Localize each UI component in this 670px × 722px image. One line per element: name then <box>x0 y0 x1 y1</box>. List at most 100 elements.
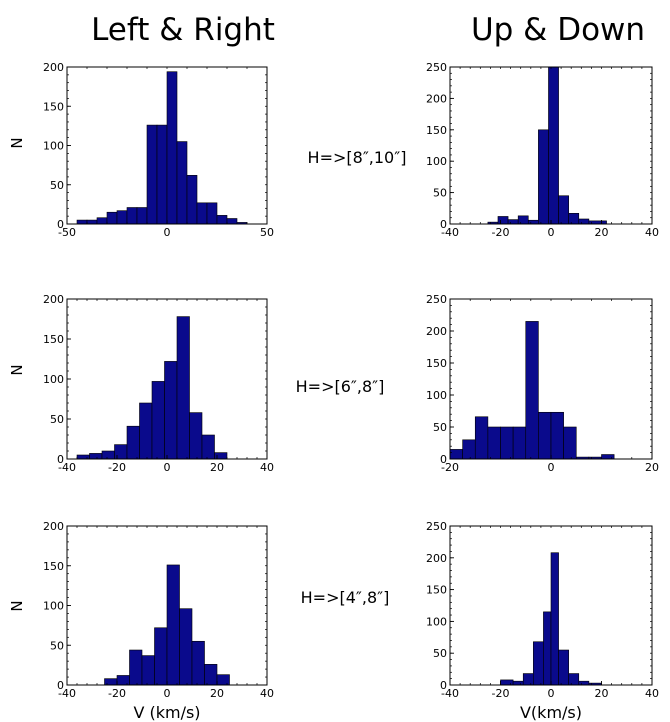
histogram-bar-3 <box>101 450 115 460</box>
histogram-bar-6 <box>139 402 153 460</box>
histogram-bar-8 <box>568 673 580 686</box>
histogram-bar-7 <box>136 207 148 225</box>
histogram-bar-1 <box>76 454 90 460</box>
y-tick-label: 50 <box>433 421 447 434</box>
histogram-bar-1 <box>449 449 463 460</box>
histogram-bar-16 <box>226 218 238 225</box>
row3-y-axis-label: N <box>8 600 26 611</box>
y-tick-label: 150 <box>43 333 64 346</box>
x-tick-label: 20 <box>210 687 224 700</box>
left-column-title: Left & Right <box>91 12 275 48</box>
y-tick-label: 100 <box>426 615 447 628</box>
histogram-bar-13 <box>196 202 208 225</box>
histogram-bar-9 <box>156 124 168 225</box>
x-tick-label: -20 <box>441 461 459 474</box>
x-tick-label: 20 <box>210 461 224 474</box>
histogram-bar-2 <box>512 680 524 686</box>
x-tick-label: 40 <box>645 226 659 239</box>
histogram-bar-1 <box>500 679 514 686</box>
histogram-panel-2: -40 -20 0 20 40 0 50 100 150 200 250 <box>426 61 659 239</box>
histogram-bar-5 <box>154 627 168 686</box>
y-tick-label: 200 <box>43 61 64 74</box>
histogram-bar-9 <box>568 213 580 225</box>
x-tick-label: 40 <box>260 687 274 700</box>
y-tick-label: 100 <box>43 140 64 153</box>
y-tick-label: 200 <box>426 552 447 565</box>
histogram-bar-10 <box>189 412 203 460</box>
histogram-bar-5 <box>116 210 128 225</box>
y-tick-label: 0 <box>440 218 447 231</box>
y-tick-label: 50 <box>50 413 64 426</box>
x-tick-label: 50 <box>260 226 274 239</box>
x-tick-label: 20 <box>595 687 609 700</box>
histogram-bar-4 <box>487 426 501 460</box>
histogram-bar-9 <box>204 664 218 686</box>
histogram-bar-8 <box>558 195 569 225</box>
right-x-axis-label: V(km/s) <box>520 703 582 722</box>
histogram-bar-7 <box>179 608 193 686</box>
row2-y-axis-label: N <box>8 364 26 375</box>
x-tick-label: -20 <box>108 687 126 700</box>
histogram-bar-1 <box>104 678 118 686</box>
x-tick-label: 0 <box>164 687 171 700</box>
y-tick-label: 150 <box>426 584 447 597</box>
histogram-bar-3 <box>507 219 519 225</box>
y-tick-label: 200 <box>426 92 447 105</box>
histogram-bar-7 <box>151 381 165 460</box>
x-tick-label: 0 <box>164 461 171 474</box>
x-tick-label: 0 <box>548 226 555 239</box>
histogram-bar-7 <box>558 649 569 686</box>
histogram-bar-10 <box>166 71 178 225</box>
histogram-bar-14 <box>206 202 218 225</box>
x-tick-label: -20 <box>492 687 510 700</box>
histogram-bar-2 <box>116 675 130 686</box>
histogram-bar-3 <box>522 673 534 686</box>
histogram-bar-7 <box>525 321 539 460</box>
histogram-bar-3 <box>129 649 143 686</box>
histogram-bar-5 <box>543 611 552 686</box>
histogram-bar-2 <box>462 439 476 460</box>
y-tick-label: 150 <box>43 560 64 573</box>
y-tick-label: 0 <box>440 679 447 692</box>
y-tick-label: 200 <box>43 520 64 533</box>
y-tick-label: 150 <box>43 100 64 113</box>
histogram-bar-9 <box>578 680 590 686</box>
histogram-bar-10 <box>216 674 230 686</box>
x-tick-label: -40 <box>441 687 459 700</box>
histogram-bar-15 <box>216 215 228 225</box>
histogram-panel-6: -40 -20 0 20 40 0 50 100 150 200 250 <box>426 520 659 700</box>
histogram-bar-10 <box>578 218 590 225</box>
y-tick-label: 50 <box>50 179 64 192</box>
y-tick-label: 0 <box>57 453 64 466</box>
histogram-bar-4 <box>141 655 155 686</box>
y-tick-label: 100 <box>43 600 64 613</box>
y-tick-label: 0 <box>57 679 64 692</box>
right-column-title: Up & Down <box>471 12 645 48</box>
x-tick-label: -50 <box>58 226 76 239</box>
histogram-bar-2 <box>89 453 103 460</box>
histogram-bar-5 <box>500 426 514 460</box>
x-tick-label: 20 <box>595 226 609 239</box>
x-tick-label: 40 <box>260 461 274 474</box>
x-tick-label: 40 <box>645 687 659 700</box>
histogram-bar-6 <box>126 207 138 225</box>
histogram-bar-2 <box>86 219 98 225</box>
y-tick-label: 0 <box>440 453 447 466</box>
row2-height-label: H=>[6″,8″] <box>296 377 385 396</box>
histogram-bar-1 <box>76 219 88 225</box>
histogram-bar-8 <box>191 640 205 686</box>
histogram-bar-5 <box>126 425 140 460</box>
y-tick-label: 50 <box>50 639 64 652</box>
histogram-panel-5: -40 -20 0 20 40 0 50 100 150 200 <box>43 520 274 700</box>
histogram-bar-6 <box>538 129 549 225</box>
histogram-bar-9 <box>550 411 564 460</box>
histogram-bar-5 <box>527 219 539 225</box>
histogram-bar-6 <box>512 426 527 460</box>
x-tick-label: -20 <box>108 461 126 474</box>
histogram-bar-10 <box>563 426 577 460</box>
x-tick-label: -40 <box>441 226 459 239</box>
y-tick-label: 150 <box>426 124 447 137</box>
y-tick-label: 250 <box>426 293 447 306</box>
